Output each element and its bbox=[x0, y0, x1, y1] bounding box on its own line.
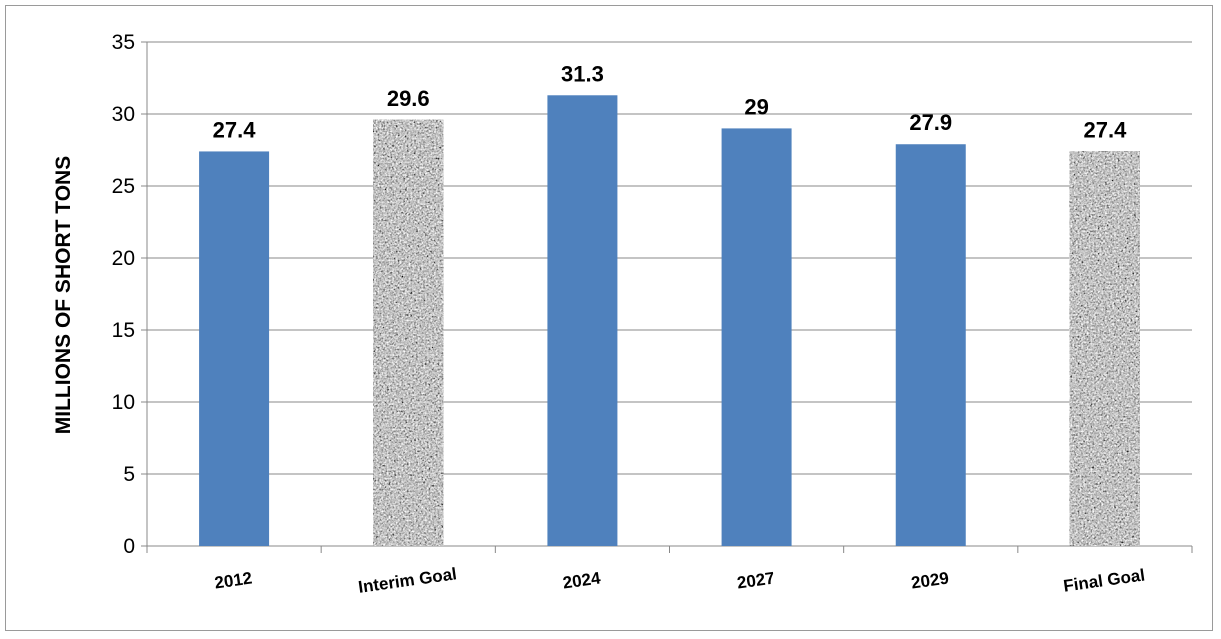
y-tick-label: 15 bbox=[112, 319, 135, 342]
y-tick-label: 25 bbox=[112, 175, 135, 198]
bar bbox=[1069, 151, 1140, 546]
bar bbox=[373, 119, 444, 546]
y-tick-label: 0 bbox=[123, 535, 135, 558]
y-tick-label: 35 bbox=[112, 31, 135, 54]
data-label: 29.6 bbox=[387, 86, 430, 111]
bar bbox=[895, 144, 966, 547]
y-axis-title: MILLIONS OF SHORT TONS bbox=[52, 156, 75, 434]
data-label: 31.3 bbox=[561, 61, 604, 86]
data-labels: 27.4 29.6 31.3 29 27.9 27.4 bbox=[213, 61, 1127, 142]
y-tick-labels: 0 5 10 15 20 25 30 35 bbox=[112, 31, 135, 558]
category-label: 2012 bbox=[213, 569, 253, 593]
category-label: 2024 bbox=[562, 568, 603, 592]
data-label: 27.4 bbox=[1084, 117, 1128, 142]
category-labels: 2012 Interim Goal 2024 2027 2029 Final Goal bbox=[213, 564, 1146, 597]
axes bbox=[141, 41, 1193, 553]
category-label: Interim Goal bbox=[357, 564, 458, 597]
bar bbox=[721, 128, 792, 546]
y-tick-label: 5 bbox=[123, 463, 135, 486]
data-label: 27.9 bbox=[909, 110, 952, 135]
gridlines bbox=[147, 41, 1192, 475]
bar-texture bbox=[1069, 151, 1140, 546]
y-tick-label: 20 bbox=[112, 247, 135, 270]
category-label: 2029 bbox=[910, 569, 950, 593]
y-tick-label: 30 bbox=[112, 103, 135, 126]
bars bbox=[199, 95, 1140, 547]
category-label: 2027 bbox=[736, 569, 776, 593]
data-label: 27.4 bbox=[213, 117, 257, 142]
data-label: 29 bbox=[744, 94, 768, 119]
category-label: Final Goal bbox=[1062, 565, 1146, 595]
y-tick-label: 10 bbox=[112, 391, 135, 414]
bar bbox=[199, 151, 270, 546]
bar-texture bbox=[373, 119, 444, 546]
bar bbox=[547, 95, 618, 546]
